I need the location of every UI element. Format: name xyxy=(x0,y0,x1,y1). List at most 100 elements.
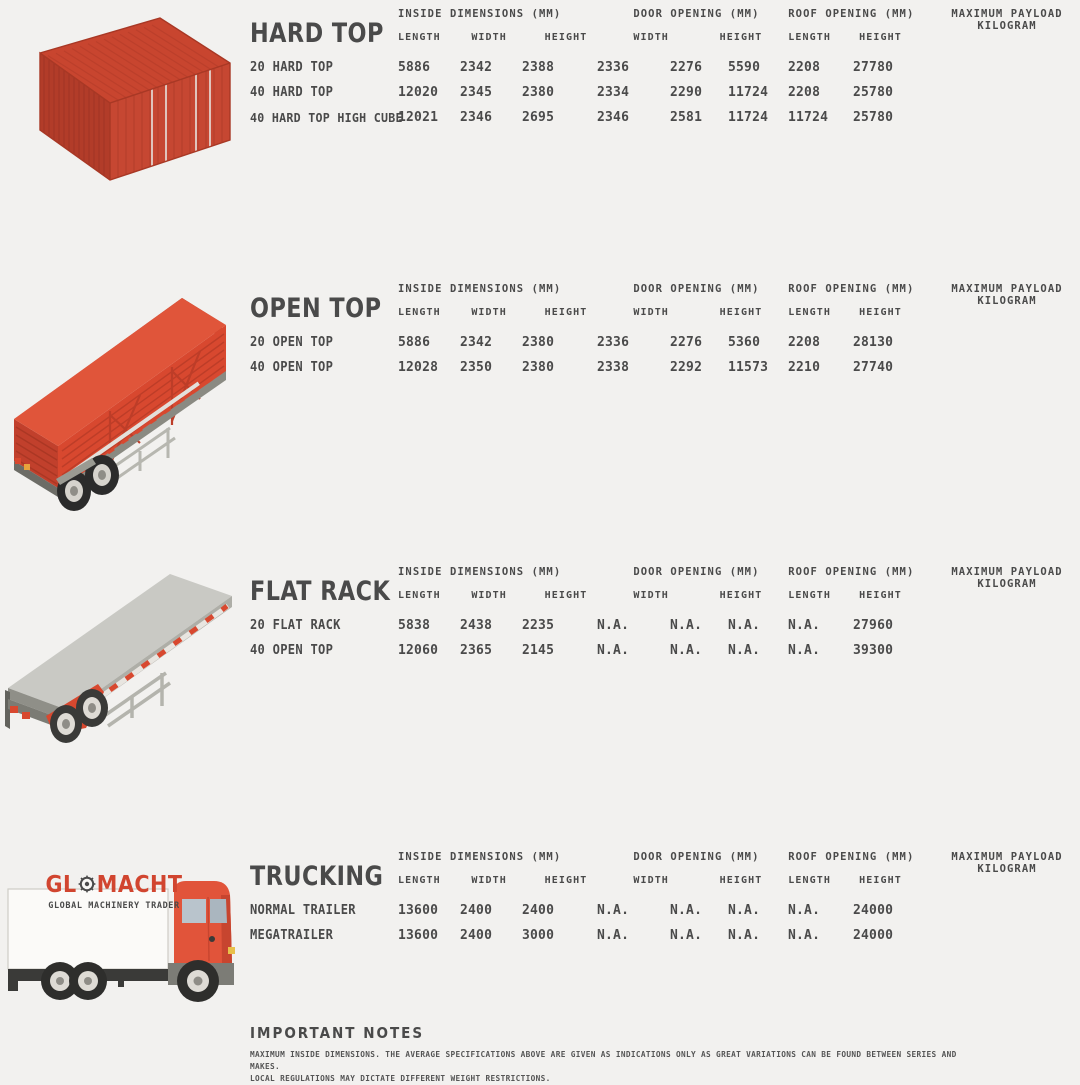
cell-inside-width: 2346 xyxy=(460,110,493,125)
row-label: NORMAL TRAILER xyxy=(250,903,356,918)
cell-roof-height: 2208 xyxy=(788,60,821,75)
subheader-inside-width: WIDTH xyxy=(471,32,507,43)
cell-inside-height: 2380 xyxy=(522,335,555,350)
subheader-inside-width: WIDTH xyxy=(471,307,507,318)
payload-label-line1: MAXIMUM PAYLOAD xyxy=(951,283,1063,295)
cell-roof-length: N.A. xyxy=(728,903,761,918)
table-trucking: TRUCKING INSIDE DIMENSIONS (MM) DOOR OPE… xyxy=(250,851,1080,953)
cell-inside-length: 5886 xyxy=(398,60,431,75)
cell-roof-length: 11573 xyxy=(728,360,769,375)
payload-label-line1: MAXIMUM PAYLOAD xyxy=(951,8,1063,20)
subheader-inside-height: HEIGHT xyxy=(544,590,588,601)
group-inside-dimensions: INSIDE DIMENSIONS (MM) xyxy=(398,283,562,295)
illustration-flat-rack-trailer xyxy=(0,566,250,781)
row-label: 20 HARD TOP xyxy=(250,60,334,75)
cell-door-height: N.A. xyxy=(670,618,703,633)
cell-roof-height: 2210 xyxy=(788,360,821,375)
group-header-row: INSIDE DIMENSIONS (MM) DOOR OPENING (MM)… xyxy=(398,283,1078,307)
illustration-semi-truck: GL MACHT GLOBAL MACHINERY TRADER xyxy=(0,851,250,1016)
cell-inside-height: 3000 xyxy=(522,928,555,943)
group-header-row: INSIDE DIMENSIONS (MM) DOOR OPENING (MM)… xyxy=(398,8,1078,32)
subheader-row: LENGTH WIDTH HEIGHT WIDTH HEIGHT LENGTH … xyxy=(398,875,1078,901)
subheader-roof-height: HEIGHT xyxy=(859,307,902,318)
cell-door-height: N.A. xyxy=(670,903,703,918)
cell-roof-length: 11724 xyxy=(728,85,769,100)
cell-roof-height: 2208 xyxy=(788,85,821,100)
cell-inside-width: 2365 xyxy=(460,643,493,658)
cell-payload: 27780 xyxy=(853,60,894,75)
cell-roof-height: N.A. xyxy=(788,928,821,943)
cell-door-height: 2581 xyxy=(670,110,703,125)
cell-inside-width: 2400 xyxy=(460,903,493,918)
subheader-door-width: WIDTH xyxy=(633,307,669,318)
cell-inside-length: 12021 xyxy=(398,110,439,125)
cell-inside-length: 12020 xyxy=(398,85,439,100)
subheader-inside-width: WIDTH xyxy=(471,875,507,886)
subheader-door-height: HEIGHT xyxy=(719,590,763,601)
group-maximum-payload: MAXIMUM PAYLOAD KILOGRAM xyxy=(936,566,1078,590)
table-row: 40 OPEN TOP 12060 2365 2145 N.A. N.A. N.… xyxy=(250,643,973,668)
cell-door-height: 2292 xyxy=(670,360,703,375)
row-label: 40 OPEN TOP xyxy=(250,643,334,658)
cell-roof-height: N.A. xyxy=(788,643,821,658)
table-open-top: OPEN TOP INSIDE DIMENSIONS (MM) DOOR OPE… xyxy=(250,283,1080,385)
subheader-roof-length: LENGTH xyxy=(788,307,831,318)
subheader-inside-length: LENGTH xyxy=(398,875,441,886)
group-header-row: INSIDE DIMENSIONS (MM) DOOR OPENING (MM)… xyxy=(398,851,1078,875)
cell-roof-length: N.A. xyxy=(728,618,761,633)
illustration-shipping-container xyxy=(0,8,250,213)
subheader-inside-height: HEIGHT xyxy=(544,32,588,43)
cell-roof-height: N.A. xyxy=(788,618,821,633)
group-inside-dimensions: INSIDE DIMENSIONS (MM) xyxy=(398,566,562,578)
cell-inside-width: 2400 xyxy=(460,928,493,943)
subheader-payload xyxy=(936,875,1078,901)
subheader-roof-length: LENGTH xyxy=(788,875,831,886)
table-row: 40 HARD TOP 12020 2345 2380 2334 2290 11… xyxy=(250,85,973,110)
cell-inside-height: 2380 xyxy=(522,85,555,100)
group-door-opening: DOOR OPENING (MM) xyxy=(633,283,760,295)
spec-rows-trucking: NORMAL TRAILER 13600 2400 2400 N.A. N.A.… xyxy=(250,903,973,953)
table-row: 20 FLAT RACK 5838 2438 2235 N.A. N.A. N.… xyxy=(250,618,973,643)
table-row: NORMAL TRAILER 13600 2400 2400 N.A. N.A.… xyxy=(250,903,973,928)
group-roof-opening: ROOF OPENING (MM) xyxy=(788,566,915,578)
truck-logo: GL MACHT GLOBAL MACHINERY TRADER xyxy=(44,873,184,911)
cell-payload: 28130 xyxy=(853,335,894,350)
spec-rows-flat-rack: 20 FLAT RACK 5838 2438 2235 N.A. N.A. N.… xyxy=(250,618,973,668)
subheader-roof-length: LENGTH xyxy=(788,590,831,601)
payload-label-line1: MAXIMUM PAYLOAD xyxy=(951,566,1063,578)
cell-payload: 25780 xyxy=(853,85,894,100)
spec-rows-open-top: 20 OPEN TOP 5886 2342 2380 2336 2276 536… xyxy=(250,335,973,385)
subheader-inside-length: LENGTH xyxy=(398,32,441,43)
table-row: MEGATRAILER 13600 2400 3000 N.A. N.A. N.… xyxy=(250,928,973,953)
subheader-inside-width: WIDTH xyxy=(471,590,507,601)
cell-inside-width: 2345 xyxy=(460,85,493,100)
cell-inside-height: 2695 xyxy=(522,110,555,125)
subheader-inside-height: HEIGHT xyxy=(544,875,588,886)
table-row: 20 HARD TOP 5886 2342 2388 2336 2276 559… xyxy=(250,60,973,85)
cell-inside-length: 12028 xyxy=(398,360,439,375)
subheader-door-height: HEIGHT xyxy=(719,32,763,43)
group-maximum-payload: MAXIMUM PAYLOAD KILOGRAM xyxy=(936,283,1078,307)
row-label: 40 OPEN TOP xyxy=(250,360,334,375)
cell-inside-height: 2400 xyxy=(522,903,555,918)
spec-table: INSIDE DIMENSIONS (MM) DOOR OPENING (MM)… xyxy=(398,8,1078,58)
cell-door-height: 2276 xyxy=(670,335,703,350)
cell-roof-length: 5590 xyxy=(728,60,761,75)
group-inside-dimensions: INSIDE DIMENSIONS (MM) xyxy=(398,8,562,20)
cell-door-width: N.A. xyxy=(597,643,630,658)
cell-door-width: N.A. xyxy=(597,928,630,943)
payload-label-line2: KILOGRAM xyxy=(977,20,1037,32)
subheader-row: LENGTH WIDTH HEIGHT WIDTH HEIGHT LENGTH … xyxy=(398,307,1078,333)
cell-inside-length: 13600 xyxy=(398,928,439,943)
cell-payload: 24000 xyxy=(853,928,894,943)
cell-door-width: 2336 xyxy=(597,335,630,350)
table-hard-top: HARD TOP INSIDE DIMENSIONS (MM) DOOR OPE… xyxy=(250,8,1080,135)
group-maximum-payload: MAXIMUM PAYLOAD KILOGRAM xyxy=(936,8,1078,32)
logo-wordmark: GL MACHT xyxy=(44,873,184,899)
cell-door-height: 2276 xyxy=(670,60,703,75)
subheader-inside-height: HEIGHT xyxy=(544,307,588,318)
cell-door-height: N.A. xyxy=(670,643,703,658)
cell-door-width: 2346 xyxy=(597,110,630,125)
group-roof-opening: ROOF OPENING (MM) xyxy=(788,8,915,20)
cell-inside-height: 2388 xyxy=(522,60,555,75)
